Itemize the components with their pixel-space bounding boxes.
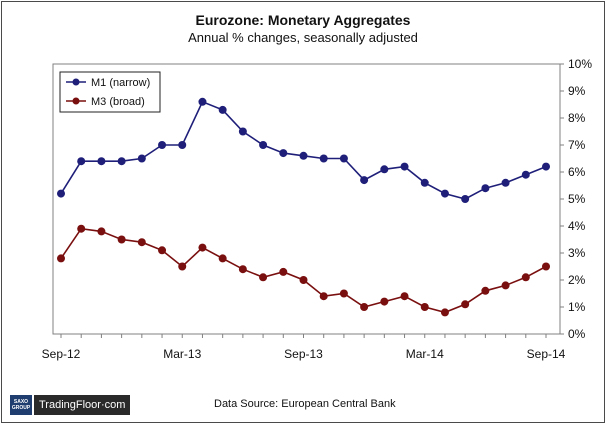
data-point — [198, 97, 207, 106]
x-tick-label: Mar-13 — [163, 347, 201, 361]
y-tick-label: 6% — [568, 165, 586, 179]
data-point — [461, 195, 470, 203]
tradingfloor-logo: SAXO GROUP TradingFloor·com — [10, 395, 131, 415]
chart-title: Eurozone: Monetary Aggregates — [195, 12, 411, 28]
data-point — [400, 292, 409, 301]
y-tick-label: 3% — [568, 246, 586, 260]
data-point — [542, 162, 550, 171]
y-tick-label: 4% — [568, 219, 586, 233]
data-point — [481, 184, 490, 193]
data-point — [218, 254, 227, 263]
data-point — [77, 224, 86, 233]
legend: M1 (narrow) M3 (broad) — [59, 71, 161, 113]
data-point — [339, 154, 348, 163]
data-point — [97, 157, 106, 166]
data-point — [279, 149, 288, 158]
data-point — [339, 289, 348, 298]
data-point — [299, 151, 308, 160]
data-point — [501, 178, 510, 187]
data-point — [420, 303, 429, 311]
data-point — [238, 265, 247, 274]
legend-marker — [72, 78, 80, 86]
data-point — [137, 154, 146, 163]
series-group — [57, 97, 550, 317]
data-point — [238, 127, 247, 136]
data-point — [380, 297, 389, 306]
data-point — [117, 157, 126, 166]
data-point — [481, 286, 490, 295]
data-point — [461, 300, 470, 309]
data-source: Data Source: European Central Bank — [214, 398, 396, 410]
data-point — [259, 273, 268, 282]
data-point — [198, 243, 207, 252]
data-point — [440, 308, 449, 317]
y-tick-label: 10% — [568, 57, 592, 71]
saxo-group-logo: SAXO GROUP — [10, 395, 32, 415]
data-point — [117, 235, 126, 244]
y-tick-label: 5% — [568, 192, 586, 206]
y-tick-label: 2% — [568, 273, 586, 287]
data-point — [77, 157, 86, 166]
data-point — [360, 176, 369, 185]
x-tick-label: Sep-14 — [527, 347, 566, 361]
y-tick-label: 1% — [568, 300, 586, 314]
data-point — [521, 170, 530, 179]
data-point — [299, 276, 308, 284]
data-point — [137, 238, 146, 247]
legend-marker — [72, 97, 80, 105]
y-tick-label: 7% — [568, 138, 586, 152]
logo-text: TradingFloor·com — [34, 395, 131, 415]
data-point — [319, 154, 328, 163]
x-axis: Sep-12 Mar-13 Sep-13 Mar-14 Sep-14 — [42, 334, 566, 361]
data-point — [158, 141, 167, 149]
x-tick-label: Sep-12 — [42, 347, 81, 361]
data-point — [57, 189, 65, 198]
legend-label: M1 (narrow) — [91, 77, 150, 89]
data-point — [97, 227, 106, 236]
y-axis: 0% 1% 2% 3% 4% 5% 6% 7% 8% 9% 10% — [560, 57, 592, 341]
data-point — [501, 281, 510, 290]
x-tick-label: Sep-13 — [284, 347, 323, 361]
data-point — [279, 267, 288, 276]
legend-label: M3 (broad) — [91, 96, 145, 108]
data-point — [400, 162, 409, 171]
chart-subtitle: Annual % changes, seasonally adjusted — [188, 30, 418, 45]
data-point — [178, 141, 187, 149]
data-point — [319, 292, 328, 301]
data-point — [542, 262, 550, 271]
data-point — [158, 246, 167, 255]
data-point — [420, 178, 429, 187]
data-point — [360, 303, 369, 311]
data-point — [57, 254, 65, 263]
y-tick-label: 8% — [568, 111, 586, 125]
data-point — [440, 189, 449, 198]
data-point — [259, 141, 268, 149]
data-point — [218, 105, 227, 114]
x-tick-label: Mar-14 — [406, 347, 444, 361]
y-tick-label: 9% — [568, 84, 586, 98]
y-tick-label: 0% — [568, 327, 586, 341]
data-point — [521, 273, 530, 282]
data-point — [380, 165, 389, 174]
data-point — [178, 262, 187, 271]
